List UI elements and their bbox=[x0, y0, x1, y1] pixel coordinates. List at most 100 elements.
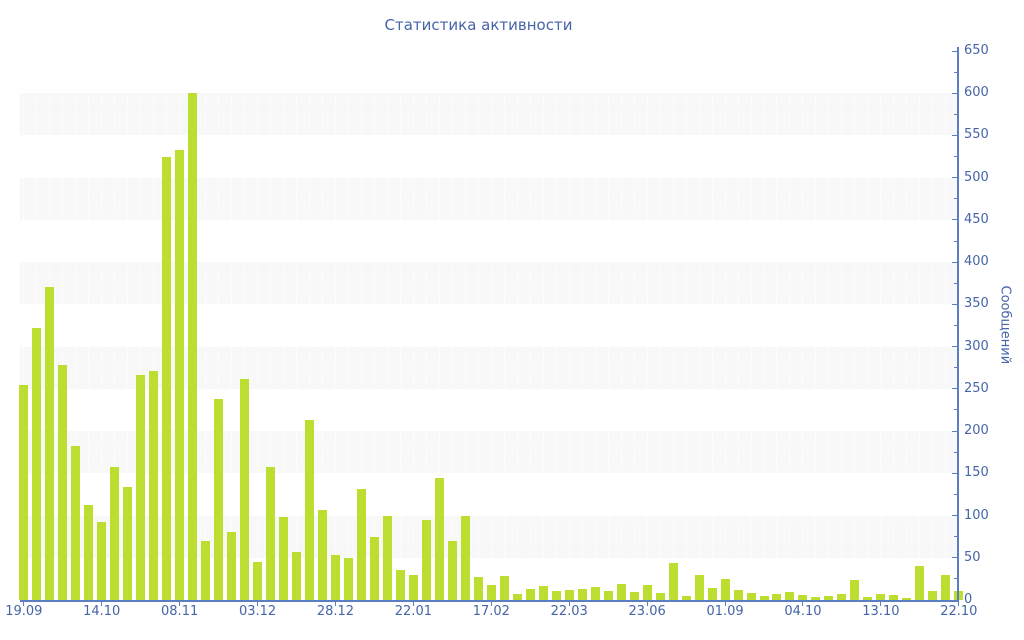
activity-bar bbox=[123, 487, 133, 600]
activity-bar bbox=[149, 371, 159, 600]
vertical-gridline bbox=[321, 51, 323, 600]
vertical-gridline bbox=[607, 51, 609, 600]
y-major-tick bbox=[952, 261, 957, 263]
y-major-tick bbox=[952, 599, 957, 601]
x-tick bbox=[646, 602, 648, 606]
activity-bar bbox=[369, 537, 379, 600]
y-tick-label: 50 bbox=[964, 549, 981, 565]
y-minor-tick bbox=[954, 240, 957, 242]
y-tick-label: 100 bbox=[964, 507, 989, 523]
activity-bar bbox=[772, 594, 782, 600]
y-tick-label: 550 bbox=[964, 127, 989, 143]
vertical-gridline bbox=[932, 51, 934, 600]
activity-bar bbox=[759, 596, 769, 600]
x-axis-line bbox=[20, 600, 959, 602]
vertical-gridline bbox=[114, 51, 116, 600]
activity-bar bbox=[408, 575, 418, 600]
activity-bar bbox=[201, 541, 211, 600]
y-tick-label: 600 bbox=[964, 85, 989, 101]
activity-bar bbox=[525, 589, 535, 600]
stripe-band bbox=[20, 346, 957, 389]
vertical-gridline bbox=[36, 51, 38, 600]
activity-bar bbox=[590, 587, 600, 600]
activity-bar bbox=[279, 517, 289, 600]
y-major-tick bbox=[952, 177, 957, 179]
activity-bar bbox=[863, 597, 873, 600]
vertical-gridline bbox=[360, 51, 362, 600]
vertical-gridline bbox=[568, 51, 570, 600]
vertical-gridline bbox=[503, 51, 505, 600]
vertical-gridline bbox=[386, 51, 388, 600]
vertical-gridline bbox=[231, 51, 233, 600]
vertical-gridline bbox=[244, 51, 246, 600]
vertical-gridline bbox=[945, 51, 947, 600]
y-major-tick bbox=[952, 92, 957, 94]
x-tick bbox=[568, 602, 570, 606]
vertical-gridline bbox=[633, 51, 635, 600]
y-axis-line bbox=[957, 47, 959, 600]
stripe-band bbox=[20, 93, 957, 136]
vertical-gridline bbox=[750, 51, 752, 600]
activity-bar bbox=[58, 365, 68, 600]
vertical-gridline bbox=[88, 51, 90, 600]
vertical-gridline bbox=[75, 51, 77, 600]
x-tick bbox=[802, 602, 804, 606]
vertical-gridline bbox=[880, 51, 882, 600]
vertical-gridline bbox=[373, 51, 375, 600]
vertical-gridline bbox=[23, 51, 25, 600]
y-minor-tick bbox=[954, 113, 957, 115]
y-tick-label: 650 bbox=[964, 43, 989, 58]
y-minor-tick bbox=[954, 325, 957, 326]
activity-bar bbox=[733, 590, 743, 600]
y-major-tick bbox=[952, 515, 957, 517]
y-tick-label: 300 bbox=[964, 338, 989, 354]
y-minor-tick bbox=[954, 282, 957, 284]
activity-bar bbox=[616, 584, 626, 600]
y-major-tick bbox=[952, 50, 957, 52]
activity-bar bbox=[642, 585, 652, 600]
vertical-gridline bbox=[789, 51, 791, 600]
activity-bar bbox=[214, 399, 224, 600]
vertical-gridline bbox=[451, 51, 453, 600]
vertical-gridline bbox=[802, 51, 804, 600]
vertical-gridline bbox=[581, 51, 583, 600]
y-major-tick bbox=[952, 557, 957, 559]
activity-bar bbox=[266, 467, 276, 600]
x-tick bbox=[334, 602, 336, 606]
y-axis-title: Сообщений bbox=[997, 285, 1013, 365]
vertical-gridline bbox=[438, 51, 440, 600]
x-tick bbox=[412, 602, 414, 606]
activity-bar bbox=[317, 510, 327, 600]
x-tick-label: 22.03 bbox=[550, 604, 588, 619]
x-tick bbox=[724, 602, 726, 606]
vertical-gridline bbox=[529, 51, 531, 600]
activity-bar bbox=[902, 598, 912, 600]
vertical-gridline bbox=[205, 51, 207, 600]
activity-bar bbox=[512, 594, 522, 600]
activity-bar bbox=[71, 446, 81, 600]
activity-bar bbox=[227, 532, 237, 600]
activity-bar bbox=[188, 93, 198, 600]
y-tick-label: 150 bbox=[964, 465, 989, 481]
y-minor-tick bbox=[954, 578, 957, 580]
vertical-gridline bbox=[257, 51, 259, 600]
activity-bar bbox=[941, 575, 951, 600]
x-tick bbox=[179, 602, 181, 606]
y-minor-tick bbox=[954, 156, 957, 158]
vertical-gridline bbox=[594, 51, 596, 600]
y-minor-tick bbox=[954, 536, 957, 538]
activity-bar bbox=[343, 558, 353, 600]
vertical-gridline bbox=[698, 51, 700, 600]
y-tick-label: 400 bbox=[964, 254, 989, 270]
vertical-gridline bbox=[140, 51, 142, 600]
activity-bar bbox=[655, 593, 665, 600]
activity-bar bbox=[551, 591, 561, 600]
y-tick-label: 200 bbox=[964, 423, 989, 439]
vertical-gridline bbox=[477, 51, 479, 600]
vertical-gridline bbox=[815, 51, 817, 600]
vertical-gridline bbox=[737, 51, 739, 600]
x-tick-label: 14.10 bbox=[83, 604, 121, 619]
vertical-gridline bbox=[841, 51, 843, 600]
activity-bar bbox=[720, 579, 730, 600]
stripe-band bbox=[20, 262, 957, 305]
